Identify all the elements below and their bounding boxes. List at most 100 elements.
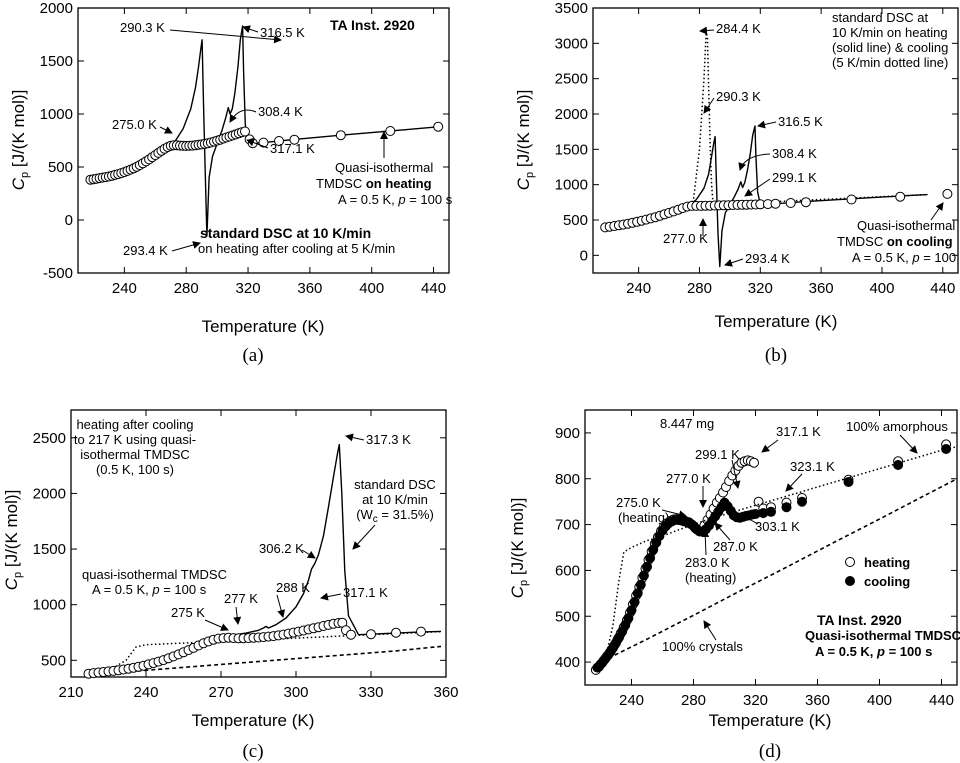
y-axis-label: Cp [J/(K mol)] <box>514 90 536 191</box>
x-tick-label: 330 <box>358 684 383 701</box>
y-tick-label: 500 <box>563 212 588 229</box>
annotation: quasi-isothermal TMDSC <box>82 567 227 582</box>
tick-labels: 240 280 320 360 400 440 -500 0 500 1000 1500 2000 <box>40 0 449 297</box>
cooling-point <box>781 502 792 513</box>
cooling-point <box>626 605 637 616</box>
legend-heating-marker <box>845 557 855 567</box>
x-tick-label: 210 <box>58 684 83 701</box>
annotation-arrow <box>724 258 744 267</box>
annotation: 100% amorphous <box>846 419 948 434</box>
annotation: 10 K/min on heating <box>832 25 948 40</box>
annotation-arrow <box>744 178 771 197</box>
cooling-point <box>638 570 649 581</box>
annotation-arrow <box>159 126 173 134</box>
annotation: Quasi-isothermal TMDSC <box>805 628 960 643</box>
annotation: 308.4 K <box>258 104 303 119</box>
x-tick-label: 280 <box>174 280 199 297</box>
x-tick-label: 400 <box>359 280 384 297</box>
annotation: 8.447 mg <box>660 416 714 431</box>
annotation: 284.4 K <box>716 21 761 36</box>
plot-frame <box>584 409 958 686</box>
y-tick-label: 2500 <box>555 71 588 88</box>
x-tick-label: 300 <box>283 684 308 701</box>
data-point <box>416 626 426 637</box>
legend-cooling-label: cooling <box>864 574 910 589</box>
y-tick-label: 1500 <box>555 141 588 158</box>
plot-frame <box>70 409 447 678</box>
annotation: at 10 K/min <box>362 492 428 507</box>
x-tick-label: 240 <box>626 280 651 297</box>
annotation: (heating) <box>618 510 669 525</box>
annotation-arrow <box>345 433 365 442</box>
y-tick-label: 700 <box>555 517 580 534</box>
data-point <box>846 194 857 205</box>
x-tick-label: 240 <box>619 692 644 709</box>
cooling-point <box>632 588 643 599</box>
x-tick-label: 320 <box>236 280 261 297</box>
series-line <box>595 445 958 670</box>
y-axis-label: Cp [J/(K mol)] <box>508 498 530 599</box>
annotation: 323.1 K <box>790 459 835 474</box>
annotation-arrow <box>714 522 731 541</box>
annotation-arrow <box>703 620 717 641</box>
legend: heating cooling <box>845 555 910 589</box>
x-tick-label: 280 <box>681 692 706 709</box>
annotation: 275.0 K <box>616 495 661 510</box>
y-tick-label: 600 <box>555 562 580 579</box>
cooling-point <box>629 597 640 607</box>
x-tick-label: 320 <box>743 692 768 709</box>
annotation: Quasi-isothermal <box>335 160 433 175</box>
annotation: A = 0.5 K, p = 100 s <box>338 192 453 207</box>
annotation: 275.0 K <box>112 117 157 132</box>
annotation: 277.0 K <box>663 231 708 246</box>
data-point <box>749 457 759 468</box>
annotation: 100% crystals <box>662 639 743 654</box>
plot-frame <box>592 7 959 274</box>
y-tick-label: 0 <box>65 212 73 229</box>
y-tick-label: 1000 <box>40 106 73 123</box>
annotation-arrow <box>169 29 282 44</box>
annotation-arrow <box>701 529 710 556</box>
x-axis-label: Temperature (K) <box>709 711 832 730</box>
y-tick-label: 900 <box>555 425 580 442</box>
annotation: 316.5 K <box>778 114 823 129</box>
annotation: A = 0.5 K, p = 100 s <box>92 582 207 597</box>
annotation: 317.1 K <box>270 141 315 156</box>
tick-labels: 240 280 320 360 400 440 400 500 600 700 800 900 <box>555 410 957 709</box>
annotation-arrow <box>785 473 803 492</box>
panel-caption: (d) <box>759 741 781 762</box>
annotation: 306.2 K <box>259 541 304 556</box>
x-axis-label: Temperature (K) <box>715 312 838 331</box>
data-point <box>770 198 781 209</box>
y-tick-label: 3000 <box>555 35 588 52</box>
series-line <box>88 645 442 677</box>
y-tick-label: 500 <box>48 159 73 176</box>
annotation: standard DSC at <box>832 10 928 25</box>
y-axis-label: Cp [J/(K mol)] <box>2 490 24 591</box>
annotation: 299.1 K <box>695 447 740 462</box>
data-point <box>258 137 269 148</box>
panel-d: 240 280 320 360 400 440 400 500 600 700 800 900 Tem… <box>508 409 960 762</box>
series-line <box>88 630 442 674</box>
annotation: 317.1 K <box>343 585 388 600</box>
annotation: A = 0.5 K, p = 100 s <box>852 250 960 265</box>
plot-frame <box>77 7 450 274</box>
x-tick-label: 240 <box>133 684 158 701</box>
data-point <box>942 188 953 199</box>
y-tick-label: 2000 <box>33 485 66 502</box>
cooling-point <box>766 506 776 517</box>
data-point <box>391 627 401 638</box>
annotation: standard DSC <box>354 477 436 492</box>
data-point <box>346 629 356 640</box>
x-axis-label: Temperature (K) <box>202 317 325 336</box>
cooling-point <box>645 553 656 563</box>
cooling-point <box>893 460 904 470</box>
data-point <box>274 136 284 146</box>
annotation: on heating after cooling at 5 K/min <box>198 241 395 256</box>
annotation: (heating) <box>685 570 736 585</box>
data-point <box>895 191 906 202</box>
cooling-point <box>642 561 652 572</box>
annotation-arrow <box>731 459 741 489</box>
annotation: 288 K <box>276 580 310 595</box>
